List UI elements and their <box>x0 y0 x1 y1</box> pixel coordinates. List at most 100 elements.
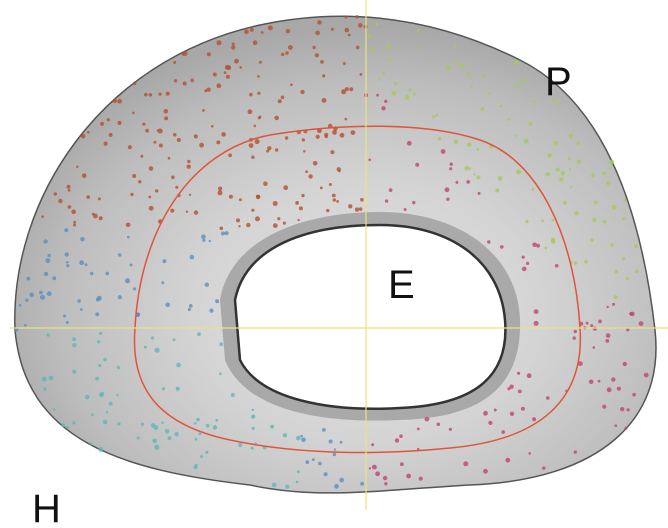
cell-dot <box>246 223 250 227</box>
cell-dot <box>231 393 235 397</box>
cell-dot <box>106 411 108 413</box>
cell-dot <box>173 61 176 64</box>
cell-dot <box>202 239 205 242</box>
cell-dot <box>316 135 320 139</box>
cell-dot <box>109 402 113 406</box>
cell-dot <box>65 252 69 256</box>
cell-dot <box>196 418 200 422</box>
cell-dot <box>77 299 81 303</box>
cell-dot <box>546 172 550 176</box>
cell-dot <box>170 209 174 213</box>
cell-dot <box>518 84 521 87</box>
cell-dot <box>559 177 563 181</box>
cell-dot <box>87 131 90 134</box>
cell-dot <box>148 196 151 199</box>
cell-dot <box>100 392 104 396</box>
cell-dot <box>355 207 359 211</box>
cell-dot <box>187 165 191 169</box>
cell-dot <box>277 217 280 220</box>
cell-dot <box>404 208 407 211</box>
cell-dot <box>202 109 205 112</box>
cell-dot <box>149 206 154 211</box>
cell-dot <box>228 153 232 157</box>
cell-dot <box>200 455 203 458</box>
cell-dot <box>107 118 110 121</box>
cell-dot <box>334 448 336 450</box>
cell-dot <box>109 133 113 137</box>
cell-dot <box>286 29 290 33</box>
cell-dot <box>73 221 76 224</box>
cell-dot <box>382 72 385 75</box>
cell-dot <box>312 458 315 461</box>
cell-dot <box>66 321 69 324</box>
cell-dot <box>372 465 377 470</box>
cell-dot <box>186 211 188 213</box>
cell-dot <box>76 166 78 168</box>
cell-dot <box>514 60 519 65</box>
cell-dot <box>305 170 308 173</box>
cell-dot <box>590 238 594 242</box>
cell-dot <box>221 132 226 137</box>
cell-dot <box>553 141 558 146</box>
cell-dot <box>19 304 22 307</box>
cell-dot <box>437 423 441 427</box>
cell-dot <box>288 45 293 50</box>
bone-section-image: P E H <box>0 0 668 528</box>
cell-dot <box>438 137 442 141</box>
cell-dot <box>435 114 438 117</box>
cell-dot <box>41 215 44 218</box>
cell-dot <box>270 425 274 429</box>
cell-dot <box>300 90 304 94</box>
cell-dot <box>624 427 627 430</box>
cell-dot <box>268 25 273 30</box>
cell-dot <box>285 485 289 489</box>
cell-dot <box>209 240 211 242</box>
cell-dot <box>98 364 101 367</box>
cell-dot <box>93 214 98 219</box>
cell-dot <box>295 201 299 205</box>
cell-dot <box>570 186 572 188</box>
cell-dot <box>71 210 76 215</box>
cell-dot <box>345 87 349 91</box>
cell-dot <box>377 78 380 81</box>
cell-dot <box>586 322 589 325</box>
cell-dot <box>130 193 133 196</box>
cell-dot <box>149 166 154 171</box>
cell-dot <box>251 415 255 419</box>
cell-dot <box>605 339 609 343</box>
cell-dot <box>500 245 504 249</box>
cell-dot <box>161 421 164 424</box>
cell-dot <box>48 254 51 257</box>
cell-dot <box>453 45 456 48</box>
cell-dot <box>322 428 326 432</box>
cell-dot <box>483 74 486 77</box>
cell-dot <box>592 218 596 222</box>
cell-dot <box>495 188 499 192</box>
cell-dot <box>66 264 69 267</box>
cell-dot <box>532 188 535 191</box>
cell-dot <box>259 61 262 64</box>
cell-dot <box>527 373 532 378</box>
cell-dot <box>348 204 352 208</box>
cell-dot <box>449 167 452 170</box>
label-h: H <box>32 487 61 528</box>
cell-dot <box>168 436 172 440</box>
cell-dot <box>190 79 194 83</box>
cell-dot <box>174 432 178 436</box>
cell-dot <box>218 187 222 191</box>
cell-dot <box>359 207 363 211</box>
cell-dot <box>371 443 374 446</box>
cell-dot <box>376 94 379 97</box>
cell-dot <box>329 183 332 186</box>
cell-dot <box>349 87 353 91</box>
cell-dot <box>273 201 278 206</box>
cell-dot <box>483 469 488 474</box>
cell-dot <box>610 243 614 247</box>
cell-dot <box>360 198 364 202</box>
cell-dot <box>238 443 242 447</box>
cell-dot <box>384 482 387 485</box>
cell-dot <box>381 106 385 110</box>
cell-dot <box>174 79 177 82</box>
cell-dot <box>602 172 606 176</box>
cell-dot <box>151 423 156 428</box>
